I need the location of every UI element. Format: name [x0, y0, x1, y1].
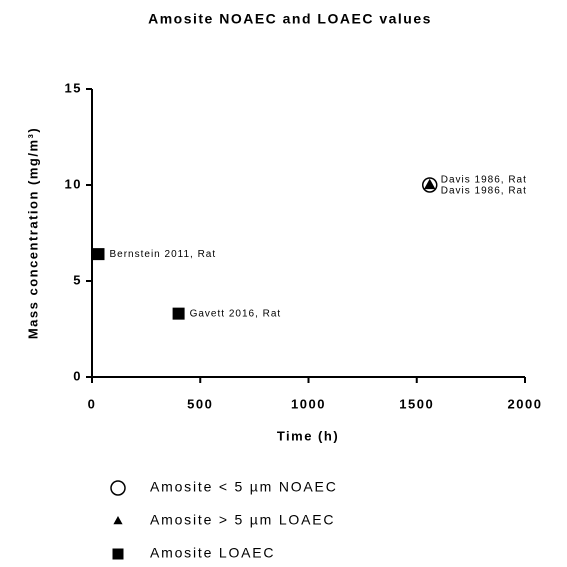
point-label: Davis 1986, Rat: [441, 175, 527, 186]
y-tick-label: 0: [73, 368, 82, 383]
point: [92, 248, 105, 261]
x-tick-label: 1500: [399, 396, 434, 411]
point: [172, 307, 185, 320]
point-label: Gavett 2016, Rat: [190, 308, 282, 319]
x-tick-label: 0: [88, 396, 97, 411]
y-tick-label: 10: [65, 176, 82, 191]
legend-label: Amosite LOAEC: [150, 545, 275, 561]
y-tick-label: 5: [73, 272, 82, 287]
legend-label: Amosite < 5 µm NOAEC: [150, 479, 338, 495]
chart-title: Amosite NOAEC and LOAEC values: [148, 11, 432, 27]
point: [421, 177, 438, 193]
x-tick-label: 1000: [291, 396, 326, 411]
x-tick-label: 2000: [508, 396, 543, 411]
x-tick-label: 500: [187, 396, 213, 411]
point: [424, 178, 436, 190]
legend-marker: [110, 480, 126, 496]
y-tick-label: 15: [65, 80, 82, 95]
x-axis-label: Time (h): [277, 428, 339, 443]
legend-marker: [112, 548, 124, 560]
y-axis-label: Mass concentration (mg/m³): [25, 127, 40, 339]
point-label: Bernstein 2011, Rat: [109, 249, 216, 260]
legend-label: Amosite > 5 µm LOAEC: [150, 512, 335, 528]
legend-marker: [113, 515, 123, 525]
point-label: Davis 1986, Rat: [441, 186, 527, 197]
